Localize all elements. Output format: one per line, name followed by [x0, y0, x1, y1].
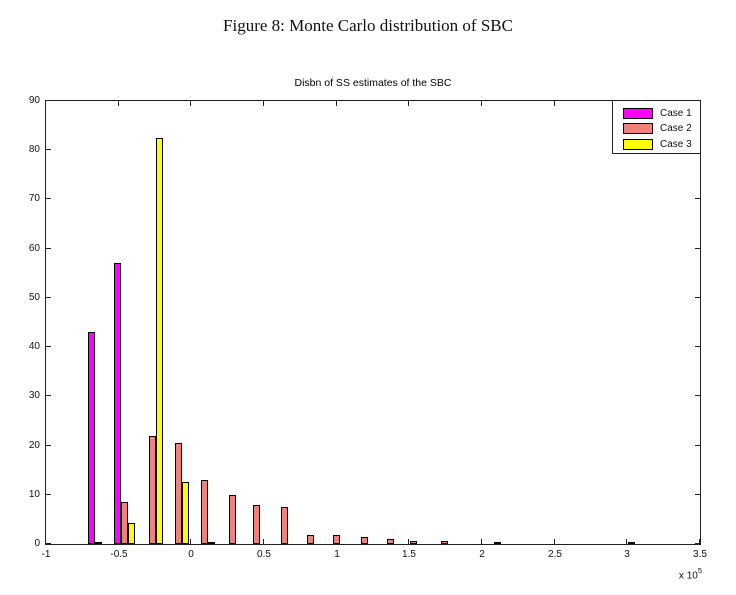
- y-tick-left: [46, 248, 51, 249]
- y-tick-right: [695, 395, 700, 396]
- y-tick-left: [46, 346, 51, 347]
- histogram-bar-case2: [201, 480, 208, 544]
- histogram-bar-case1: [114, 263, 121, 544]
- x-tick-bottom: [626, 539, 627, 544]
- x-tick-top: [481, 101, 482, 106]
- y-tick-left: [46, 445, 51, 446]
- x-tick-label: 0: [188, 549, 194, 560]
- histogram-bar-case3: [208, 542, 215, 544]
- histogram-bar-case2: [95, 542, 102, 544]
- y-tick-left: [46, 494, 51, 495]
- x-tick-bottom: [699, 539, 700, 544]
- legend: Case 1 Case 2 Case 3: [612, 100, 701, 154]
- y-tick-left: [46, 149, 51, 150]
- y-tick-label: 60: [28, 243, 40, 254]
- y-tick-right: [695, 198, 700, 199]
- y-tick-right: [695, 494, 700, 495]
- y-tick-label: 10: [28, 489, 40, 500]
- histogram-bar-case2: [121, 502, 128, 544]
- y-tick-left: [46, 100, 51, 101]
- y-tick-left: [46, 543, 51, 544]
- histogram-bar-case2: [229, 495, 236, 544]
- histogram-bar-case2: [333, 535, 340, 544]
- y-tick-left: [46, 297, 51, 298]
- x-tick-bottom: [408, 539, 409, 544]
- histogram-bar-case2: [441, 541, 448, 544]
- y-tick-left: [46, 198, 51, 199]
- x-tick-label: 1.5: [402, 549, 416, 560]
- legend-item-case3: Case 3: [623, 139, 692, 150]
- x-tick-label: 3.5: [693, 549, 707, 560]
- x-tick-top: [408, 101, 409, 106]
- y-tick-right: [695, 346, 700, 347]
- histogram-bar-case2: [387, 539, 394, 544]
- x-tick-top: [263, 101, 264, 106]
- legend-label-case1: Case 1: [660, 108, 692, 119]
- histogram-bar-case2: [175, 443, 182, 544]
- histogram-bar-case2: [307, 535, 314, 544]
- histogram-bar-case2: [149, 436, 156, 544]
- x-tick-bottom: [554, 539, 555, 544]
- y-tick-right: [695, 248, 700, 249]
- y-tick-label: 50: [28, 292, 40, 303]
- histogram-bar-case2: [628, 542, 635, 544]
- x-tick-top: [336, 101, 337, 106]
- x-tick-label: -1: [41, 549, 51, 560]
- histogram-bar-case3: [182, 482, 189, 544]
- y-tick-right: [695, 297, 700, 298]
- y-tick-label: 40: [28, 341, 40, 352]
- x-axis-multiplier-prefix: x 10: [678, 570, 698, 582]
- y-tick-left: [46, 395, 51, 396]
- legend-swatch-case3-icon: [623, 139, 653, 150]
- x-tick-top: [190, 101, 191, 106]
- histogram-bar-case2: [494, 542, 501, 544]
- histogram-bar-case1: [88, 332, 95, 544]
- histogram-bar-case3: [128, 523, 135, 544]
- x-tick-bottom: [190, 539, 191, 544]
- histogram-bar-case2: [253, 505, 260, 544]
- x-axis-multiplier: x 105: [650, 566, 702, 582]
- histogram-bar-case2: [281, 507, 288, 544]
- legend-label-case3: Case 3: [660, 139, 692, 150]
- legend-swatch-case1-icon: [623, 108, 653, 119]
- plot-area: [45, 100, 701, 545]
- x-tick-label: 2: [479, 549, 485, 560]
- y-tick-right: [695, 445, 700, 446]
- x-tick-label: 3: [624, 549, 630, 560]
- x-tick-top: [554, 101, 555, 106]
- x-tick-label: 2.5: [548, 549, 562, 560]
- chart-title: Disbn of SS estimates of the SBC: [294, 77, 452, 89]
- y-tick-label: 20: [28, 440, 40, 451]
- x-tick-label: 1: [334, 549, 340, 560]
- y-tick-label: 0: [34, 538, 40, 549]
- histogram-bar-case2: [361, 537, 368, 544]
- x-tick-label: -0.5: [110, 549, 128, 560]
- x-axis-multiplier-exponent: 5: [697, 566, 702, 575]
- figure-caption: Figure 8: Monte Carlo distribution of SB…: [223, 16, 513, 35]
- x-tick-bottom: [45, 539, 46, 544]
- histogram-bar-case2: [410, 541, 417, 544]
- legend-swatch-case2-icon: [623, 123, 653, 134]
- x-tick-top: [45, 101, 46, 106]
- x-tick-label: 0.5: [257, 549, 271, 560]
- histogram-bar-case3: [156, 138, 163, 544]
- y-tick-label: 70: [28, 193, 40, 204]
- y-tick-right: [695, 543, 700, 544]
- y-tick-label: 80: [28, 144, 40, 155]
- x-tick-bottom: [263, 539, 264, 544]
- x-tick-bottom: [481, 539, 482, 544]
- y-tick-label: 90: [28, 95, 40, 106]
- legend-item-case1: Case 1: [623, 108, 692, 119]
- x-tick-top: [118, 101, 119, 106]
- legend-label-case2: Case 2: [660, 123, 692, 134]
- y-tick-label: 30: [28, 390, 40, 401]
- legend-item-case2: Case 2: [623, 123, 692, 134]
